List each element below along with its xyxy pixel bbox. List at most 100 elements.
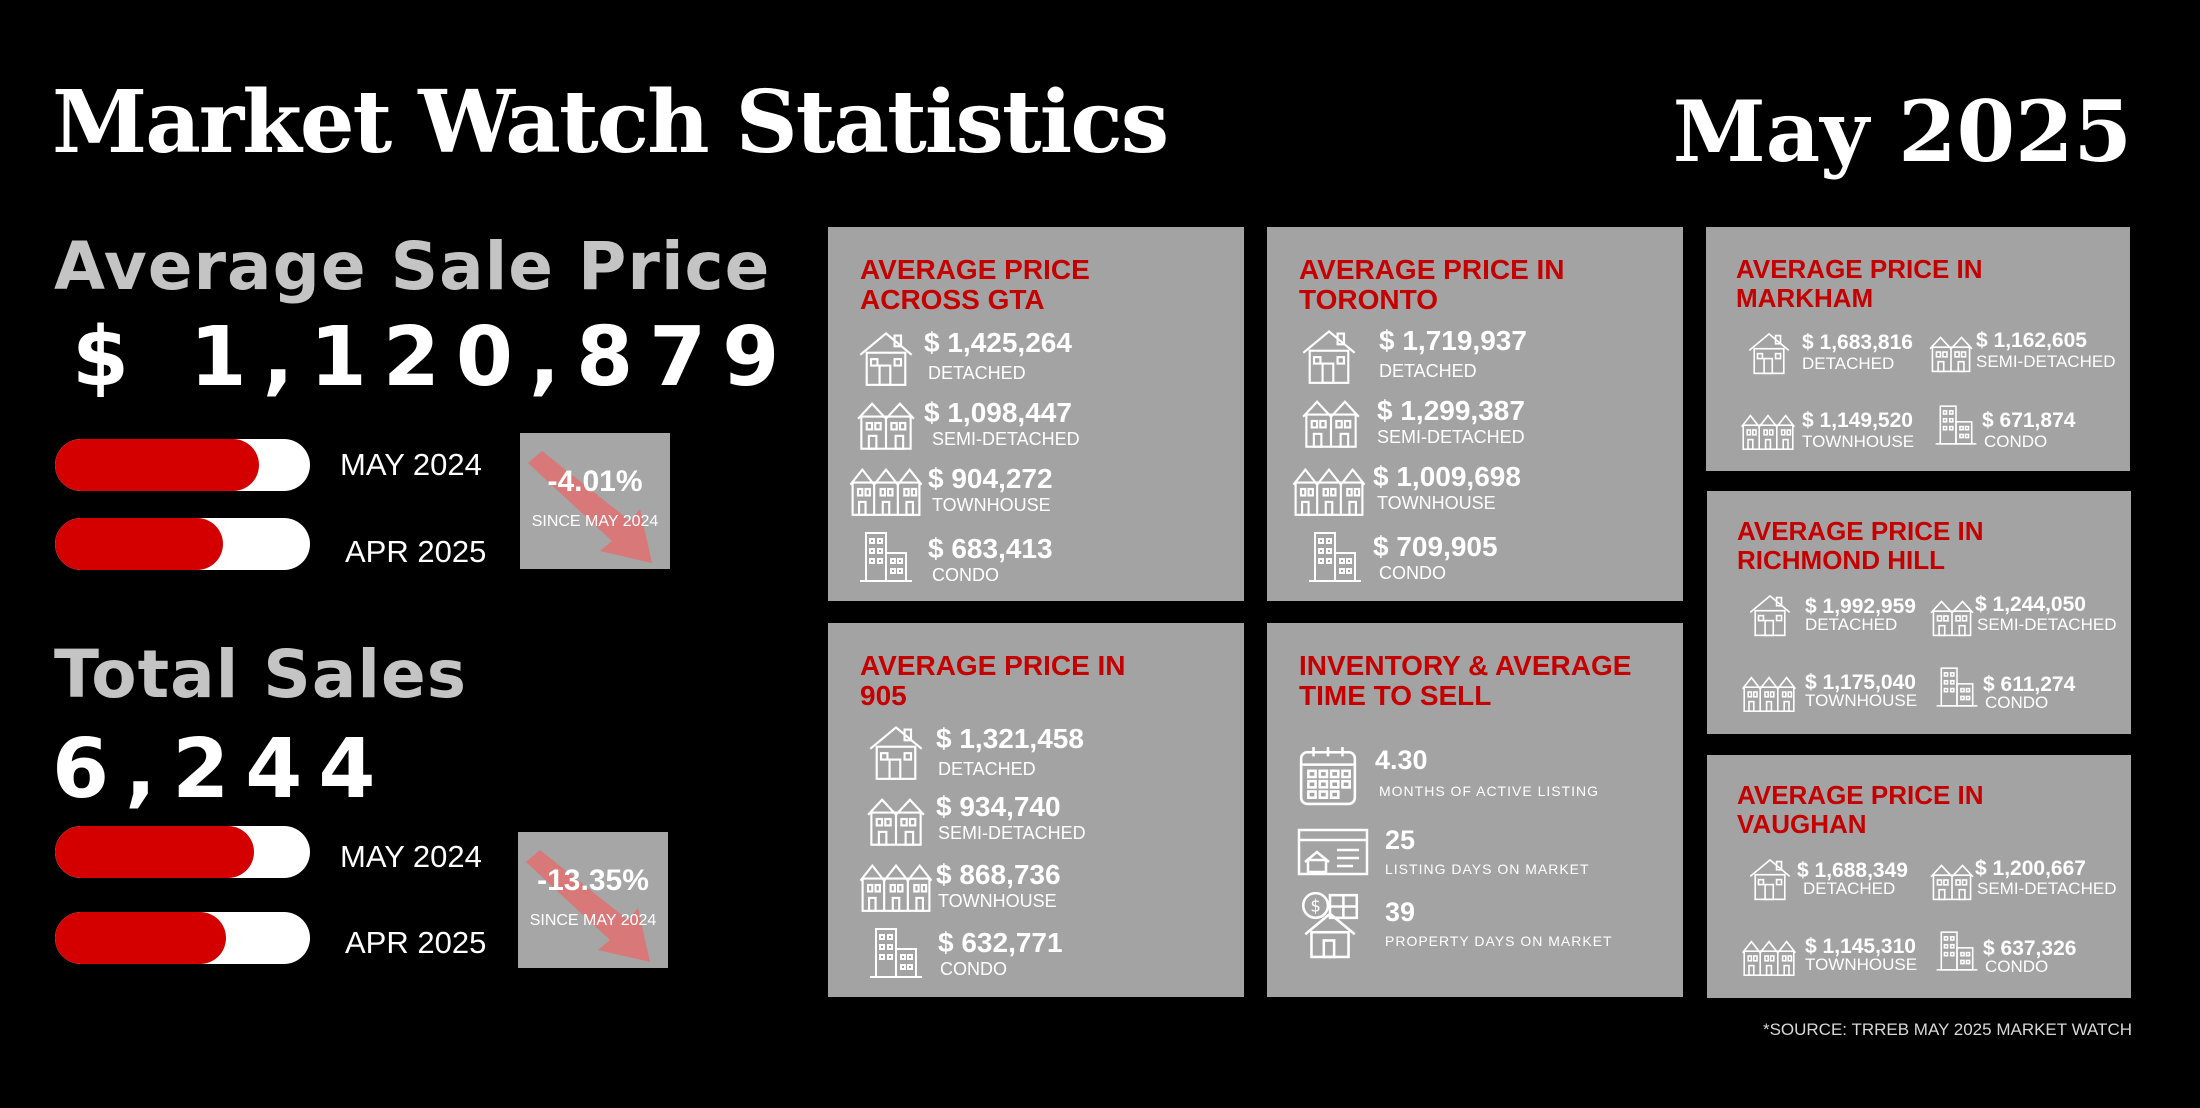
total-sales-bar-may-2024 bbox=[55, 826, 310, 878]
richmond-town-label: TOWNHOUSE bbox=[1805, 691, 1918, 710]
avg-sale-value: $ 1,120,879 bbox=[72, 310, 796, 405]
townhouse-icon bbox=[1740, 414, 1796, 451]
listing-icon bbox=[1297, 828, 1369, 876]
card-richmond-hill: AVERAGE PRICE IN RICHMOND HILL $ 1,992,9… bbox=[1707, 491, 2131, 734]
avg-sale-bar-may-2024 bbox=[55, 439, 310, 491]
r905-detached-label: DETACHED bbox=[938, 759, 1036, 779]
condo-icon bbox=[1308, 532, 1362, 582]
avg-sale-bar-apr-2025 bbox=[55, 518, 310, 570]
markham-town-label: TOWNHOUSE bbox=[1802, 432, 1915, 451]
report-month: May 2025 bbox=[1672, 82, 2132, 181]
condo-icon bbox=[1935, 667, 1979, 707]
inventory-property-label: PROPERTY DAYS ON MARKET bbox=[1385, 933, 1613, 949]
semi-detached-icon bbox=[857, 402, 915, 450]
toronto-semi-price: $ 1,299,387 bbox=[1377, 395, 1525, 426]
house-icon bbox=[1748, 333, 1790, 375]
avg-sale-bar-label-may-2024: MAY 2024 bbox=[340, 447, 482, 482]
card-richmond-title: AVERAGE PRICE IN RICHMOND HILL bbox=[1737, 516, 1984, 575]
inventory-property-value: 39 bbox=[1385, 897, 1416, 927]
r905-detached-price: $ 1,321,458 bbox=[936, 723, 1084, 754]
r905-town-price: $ 868,736 bbox=[936, 859, 1061, 890]
townhouse-icon bbox=[1741, 676, 1797, 713]
down-arrow-icon bbox=[526, 850, 650, 962]
toronto-town-label: TOWNHOUSE bbox=[1377, 493, 1496, 513]
r905-semi-label: SEMI-DETACHED bbox=[938, 823, 1086, 843]
card-markham: AVERAGE PRICE IN MARKHAM $ 1,683,816 DET… bbox=[1706, 227, 2130, 471]
condo-icon bbox=[1935, 931, 1979, 971]
vaughan-semi-label: SEMI-DETACHED bbox=[1977, 879, 2117, 898]
gta-detached-price: $ 1,425,264 bbox=[924, 327, 1072, 358]
toronto-condo-label: CONDO bbox=[1379, 563, 1446, 583]
townhouse-icon bbox=[1741, 940, 1797, 977]
card-gta: AVERAGE PRICE ACROSS GTA $ 1,425,264 DET… bbox=[828, 227, 1244, 601]
property-money-icon bbox=[1301, 891, 1359, 959]
gta-town-label: TOWNHOUSE bbox=[932, 495, 1051, 515]
house-icon bbox=[1302, 330, 1356, 384]
card-toronto-title: AVERAGE PRICE IN TORONTO bbox=[1299, 254, 1565, 315]
total-sales-change-since: SINCE MAY 2024 bbox=[529, 912, 657, 929]
toronto-condo-price: $ 709,905 bbox=[1373, 531, 1498, 562]
gta-semi-price: $ 1,098,447 bbox=[924, 397, 1072, 428]
gta-town-price: $ 904,272 bbox=[928, 463, 1053, 494]
card-vaughan-title: AVERAGE PRICE IN VAUGHAN bbox=[1737, 780, 1984, 839]
total-sales-change-value: -13.35% bbox=[537, 864, 649, 897]
toronto-semi-label: SEMI-DETACHED bbox=[1377, 427, 1525, 447]
markham-town-price: $ 1,149,520 bbox=[1802, 409, 1913, 432]
r905-semi-price: $ 934,740 bbox=[936, 791, 1061, 822]
avg-sale-change-since: SINCE MAY 2024 bbox=[531, 513, 659, 530]
card-markham-title: AVERAGE PRICE IN MARKHAM bbox=[1736, 254, 1983, 313]
card-inventory-title: INVENTORY & AVERAGE TIME TO SELL bbox=[1299, 650, 1632, 711]
townhouse-icon bbox=[1292, 468, 1366, 516]
house-icon bbox=[1749, 859, 1791, 901]
gta-semi-label: SEMI-DETACHED bbox=[932, 429, 1080, 449]
markham-condo-label: CONDO bbox=[1984, 432, 2048, 451]
card-gta-title: AVERAGE PRICE ACROSS GTA bbox=[860, 254, 1090, 315]
total-sales-bar-label-apr-2025: APR 2025 bbox=[345, 925, 487, 960]
vaughan-condo-label: CONDO bbox=[1985, 957, 2049, 976]
total-sales-label: Total Sales bbox=[54, 636, 468, 713]
vaughan-town-price: $ 1,145,310 bbox=[1805, 935, 1916, 958]
card-inventory: INVENTORY & AVERAGE TIME TO SELL 4.30 MO… bbox=[1267, 623, 1683, 997]
richmond-semi-price: $ 1,244,050 bbox=[1975, 593, 2086, 616]
semi-detached-icon bbox=[1929, 336, 1973, 373]
inventory-listing-label: LISTING DAYS ON MARKET bbox=[1385, 861, 1590, 877]
richmond-condo-price: $ 611,274 bbox=[1983, 673, 2076, 696]
condo-icon bbox=[869, 928, 923, 978]
avg-sale-change-box: -4.01% SINCE MAY 2024 bbox=[520, 433, 670, 569]
card-905-title: AVERAGE PRICE IN 905 bbox=[860, 650, 1126, 711]
townhouse-icon bbox=[849, 468, 923, 516]
semi-detached-icon bbox=[867, 798, 925, 846]
inventory-months-value: 4.30 bbox=[1375, 745, 1428, 775]
inventory-months-label: MONTHS OF ACTIVE LISTING bbox=[1379, 783, 1600, 799]
avg-sale-bar-label-apr-2025: APR 2025 bbox=[345, 534, 487, 569]
richmond-town-price: $ 1,175,040 bbox=[1805, 671, 1916, 694]
avg-sale-change-value: -4.01% bbox=[547, 465, 643, 498]
total-sales-bar-apr-2025 bbox=[55, 912, 310, 964]
avg-sale-label: Average Sale Price bbox=[54, 228, 771, 305]
total-sales-change-box: -13.35% SINCE MAY 2024 bbox=[518, 832, 668, 968]
semi-detached-icon bbox=[1930, 600, 1974, 637]
condo-icon bbox=[1934, 405, 1978, 445]
richmond-semi-label: SEMI-DETACHED bbox=[1977, 615, 2117, 634]
house-icon bbox=[869, 726, 923, 780]
page-title: Market Watch Statistics bbox=[52, 72, 1169, 173]
markham-condo-price: $ 671,874 bbox=[1982, 409, 2076, 432]
toronto-detached-label: DETACHED bbox=[1379, 361, 1477, 381]
toronto-town-price: $ 1,009,698 bbox=[1373, 461, 1521, 492]
r905-condo-label: CONDO bbox=[940, 959, 1007, 979]
richmond-detached-label: DETACHED bbox=[1805, 615, 1898, 634]
markham-detached-price: $ 1,683,816 bbox=[1802, 331, 1913, 354]
total-sales-value: 6,244 bbox=[52, 722, 392, 817]
markham-semi-label: SEMI-DETACHED bbox=[1976, 352, 2116, 371]
markham-detached-label: DETACHED bbox=[1802, 354, 1895, 373]
total-sales-bar-label-may-2024: MAY 2024 bbox=[340, 839, 482, 874]
condo-icon bbox=[859, 532, 913, 582]
card-vaughan: AVERAGE PRICE IN VAUGHAN $ 1,688,349 DET… bbox=[1707, 755, 2131, 998]
vaughan-condo-price: $ 637,326 bbox=[1983, 937, 2077, 960]
vaughan-detached-label: DETACHED bbox=[1803, 879, 1896, 898]
down-arrow-icon bbox=[528, 451, 652, 563]
vaughan-detached-price: $ 1,688,349 bbox=[1797, 859, 1908, 882]
vaughan-town-label: TOWNHOUSE bbox=[1805, 955, 1918, 974]
card-toronto: AVERAGE PRICE IN TORONTO $ 1,719,937 DET… bbox=[1267, 227, 1683, 601]
calendar-icon bbox=[1299, 745, 1357, 806]
